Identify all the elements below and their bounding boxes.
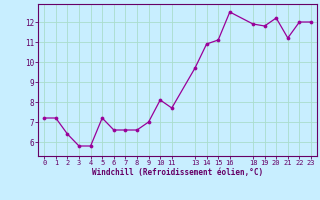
X-axis label: Windchill (Refroidissement éolien,°C): Windchill (Refroidissement éolien,°C) <box>92 168 263 177</box>
